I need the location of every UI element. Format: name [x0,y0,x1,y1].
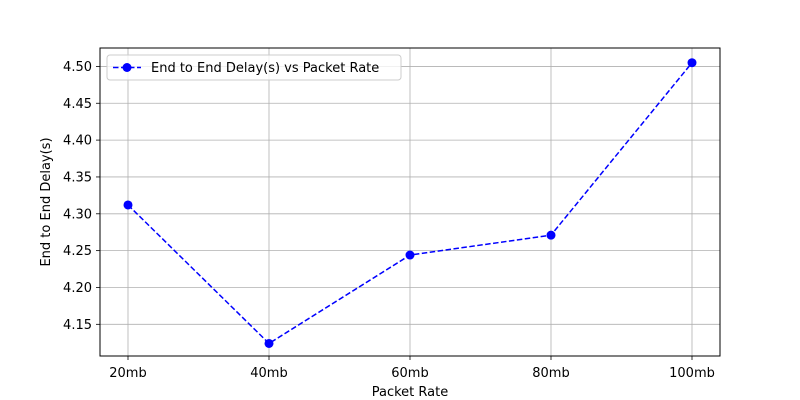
y-tick-label: 4.25 [63,244,92,259]
x-tick-label: 100mb [669,366,715,381]
data-point [405,250,415,260]
y-tick-label: 4.15 [63,318,92,333]
x-axis-label: Packet Rate [372,385,448,400]
x-tick-label: 60mb [391,366,428,381]
y-axis-label: End to End Delay(s) [39,137,54,266]
y-tick-label: 4.50 [63,60,92,75]
x-tick-label: 80mb [532,366,569,381]
x-tick-label: 20mb [109,366,146,381]
x-axis-ticks: 20mb 40mb 60mb 80mb 100mb [109,356,715,381]
plot-area-frame [99,47,721,357]
legend-box [106,54,402,81]
data-point [687,58,697,68]
data-point [123,200,133,210]
data-series [123,58,697,348]
legend: End to End Delay(s) vs Packet Rate [106,54,402,81]
x-tick-label: 40mb [250,366,287,381]
y-tick-label: 4.45 [63,97,92,112]
data-point [546,230,556,240]
data-point [264,338,274,348]
y-axis-ticks: 4.15 4.20 4.25 4.30 4.35 4.40 4.45 4.50 [63,60,100,333]
legend-entry: End to End Delay(s) vs Packet Rate [151,61,379,76]
grid-lines [100,48,720,356]
y-tick-label: 4.40 [63,134,92,149]
legend-marker [122,63,132,72]
y-tick-label: 4.20 [63,281,92,296]
y-tick-label: 4.30 [63,207,92,222]
y-tick-label: 4.35 [63,170,92,185]
